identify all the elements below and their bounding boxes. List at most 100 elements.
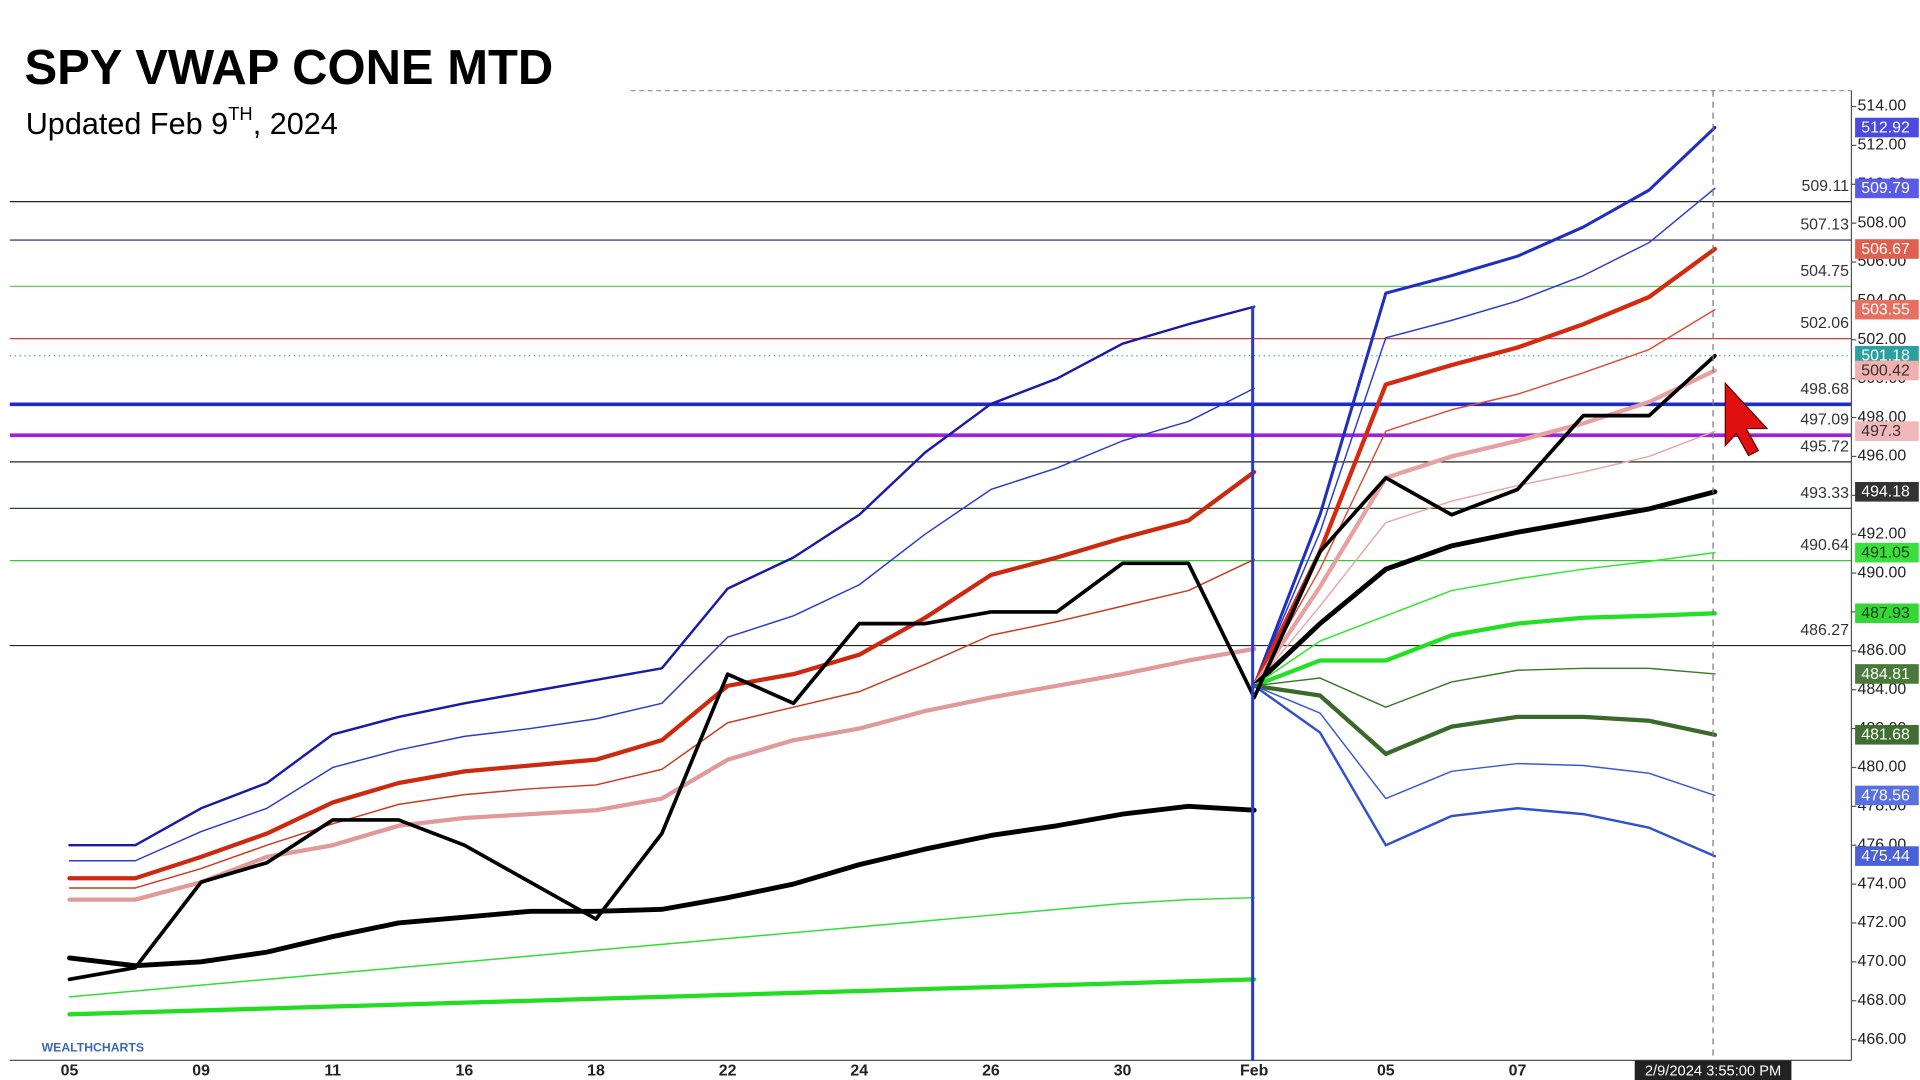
series-line: [1252, 126, 1717, 688]
price-tag: [1855, 785, 1919, 806]
series-line: [68, 558, 1255, 889]
price-tag: [1855, 178, 1919, 199]
x-tick-label: Feb: [1240, 1063, 1269, 1080]
subtitle-superscript: TH: [228, 103, 252, 124]
price-tag-label: 481.68: [1861, 727, 1910, 744]
y-tick-label: 514.00: [1858, 98, 1907, 115]
series-line: [67, 353, 1717, 982]
y-tick-label: 496.00: [1858, 448, 1907, 465]
level-label: 486.27: [1800, 622, 1849, 639]
cursor-label: 2/9/2024 3:55:00 PM: [1645, 1063, 1781, 1079]
level-label: 507.13: [1800, 217, 1849, 234]
series-line: [67, 803, 1257, 969]
series-line: [1253, 430, 1716, 687]
price-tag: [1855, 542, 1919, 563]
price-tag-label: 509.79: [1861, 180, 1910, 197]
x-tick-label: 30: [1114, 1063, 1132, 1080]
price-tag: [1855, 603, 1919, 624]
y-tick-label: 492.00: [1858, 525, 1907, 542]
price-tag-label: 506.67: [1861, 241, 1910, 258]
price-tag: [1855, 345, 1919, 366]
y-tick-label: 486.00: [1858, 642, 1907, 659]
series-line: [67, 646, 1257, 902]
series-line: [68, 387, 1255, 862]
price-tag-label: 512.92: [1861, 119, 1910, 136]
x-tick-label: 26: [982, 1063, 1000, 1080]
x-tick-label: 24: [850, 1063, 868, 1080]
series-line: [67, 469, 1257, 881]
series-line: [1252, 368, 1718, 688]
level-label: 509.11: [1801, 178, 1849, 195]
price-tag-label: 487.93: [1861, 605, 1910, 622]
y-tick-label: 466.00: [1858, 1031, 1907, 1048]
series-line: [68, 305, 1256, 847]
x-tick-label: 18: [587, 1063, 605, 1080]
x-tick-label: 05: [61, 1063, 79, 1080]
series-line: [68, 896, 1255, 998]
series-line: [67, 977, 1257, 1017]
price-tag-label: 494.18: [1861, 484, 1910, 501]
series-line: [1252, 683, 1718, 756]
watermark: WEALTHCHARTS: [42, 1040, 144, 1054]
y-tick-label: 474.00: [1858, 875, 1907, 892]
series-line: [1253, 308, 1716, 687]
y-tick-label: 470.00: [1858, 953, 1907, 970]
y-tick-label: 502.00: [1858, 331, 1907, 348]
price-tag-label: 491.05: [1861, 544, 1910, 561]
subtitle: Updated Feb 9TH, 2024: [26, 103, 338, 141]
y-tick-label: 480.00: [1858, 759, 1907, 776]
x-tick-label: 05: [1377, 1063, 1395, 1080]
cursor-label-box: [1634, 1060, 1792, 1080]
x-tick-label: 16: [456, 1063, 474, 1080]
price-tag: [1855, 846, 1919, 866]
series-line: [1252, 246, 1718, 688]
y-tick-label: 512.00: [1858, 137, 1907, 154]
price-tag: [1855, 239, 1919, 259]
x-tick-label: 07: [1509, 1063, 1527, 1080]
level-label: 502.06: [1800, 315, 1849, 332]
price-tag: [1855, 299, 1919, 320]
level-label: 504.75: [1800, 263, 1849, 280]
series-line: [1251, 489, 1718, 689]
level-label: 497.09: [1800, 412, 1849, 429]
price-tag: [1855, 724, 1919, 745]
level-label: 493.33: [1800, 485, 1849, 502]
price-tag-label: 500.42: [1861, 362, 1910, 379]
y-tick-label: 484.00: [1858, 681, 1907, 698]
price-tag-label: 484.81: [1861, 666, 1910, 683]
x-tick-label: 09: [192, 1063, 210, 1080]
y-tick-label: 508.00: [1858, 214, 1907, 231]
series-line: [1253, 685, 1716, 800]
price-tag: [1855, 117, 1919, 138]
y-tick-label: 468.00: [1858, 992, 1907, 1009]
price-tag: [1855, 664, 1919, 684]
price-tag: [1855, 421, 1919, 441]
price-tag: [1855, 482, 1919, 502]
level-label: 495.72: [1800, 438, 1849, 455]
x-tick-label: 22: [719, 1063, 737, 1080]
series-line: [1252, 611, 1718, 688]
level-label: 498.68: [1800, 381, 1849, 398]
price-tag: [1855, 360, 1919, 381]
subtitle-suffix: , 2024: [253, 107, 338, 141]
series-line: [1253, 667, 1716, 708]
y-tick-label: 472.00: [1858, 914, 1907, 931]
subtitle-text: Updated Feb 9: [26, 107, 229, 141]
plot: 466.00468.00470.00472.00474.00476.00478.…: [9, 98, 1919, 1080]
price-tag-label: 497.3: [1861, 423, 1901, 440]
level-label: 490.64: [1800, 537, 1849, 554]
price-tag-label: 503.55: [1861, 301, 1910, 318]
y-tick-label: 490.00: [1858, 564, 1907, 581]
series-line: [1253, 187, 1716, 687]
cursor-arrow: [1724, 381, 1769, 457]
series-line: [1253, 551, 1716, 687]
x-tick-label: 11: [324, 1063, 341, 1080]
price-tag-label: 501.18: [1861, 348, 1910, 365]
series-line: [1252, 684, 1717, 858]
chart-title: SPY VWAP CONE MTD: [24, 41, 553, 95]
price-tag-label: 478.56: [1861, 787, 1910, 804]
price-tag-label: 475.44: [1861, 848, 1910, 865]
